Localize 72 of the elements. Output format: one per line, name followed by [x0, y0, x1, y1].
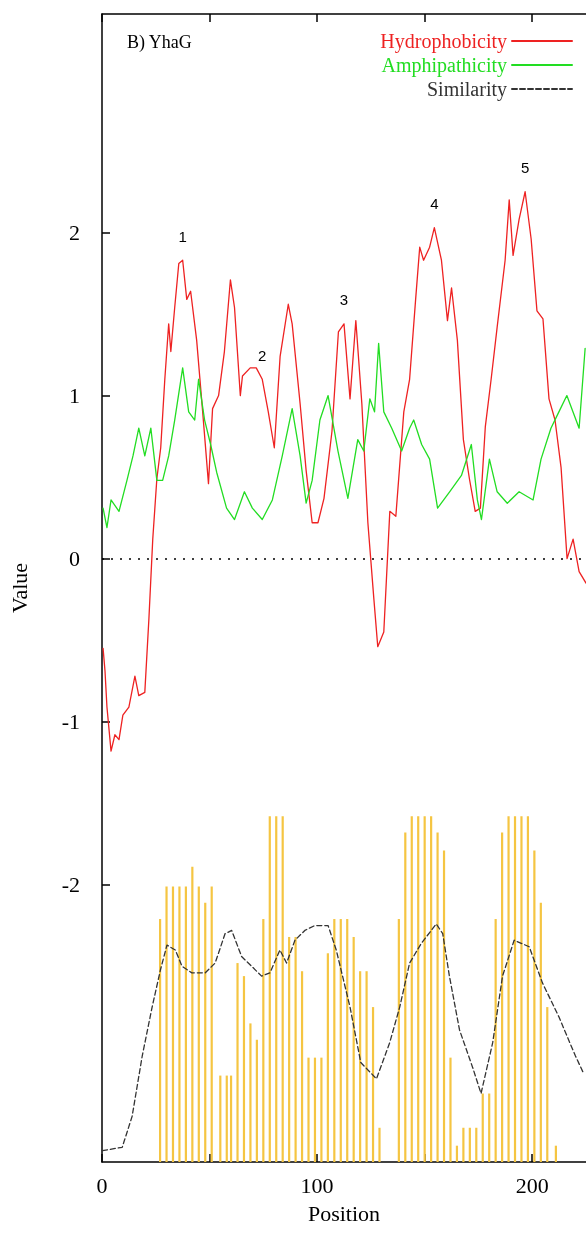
bar — [539, 902, 542, 1162]
bar — [430, 816, 433, 1162]
bar — [210, 886, 213, 1162]
annotation: 5 — [520, 159, 530, 177]
line-series — [102, 342, 586, 529]
bar — [275, 816, 278, 1162]
bar — [236, 963, 239, 1162]
bar — [184, 886, 187, 1162]
bar — [294, 936, 297, 1162]
bar — [171, 886, 175, 1162]
bar — [475, 1127, 478, 1162]
bar — [281, 816, 284, 1162]
x-tick-label: 100 — [300, 1172, 334, 1198]
bar — [225, 1075, 228, 1162]
y-tick-label: 1 — [69, 383, 80, 409]
x-axis-title: Position — [307, 1200, 381, 1226]
bar — [242, 976, 246, 1162]
bar — [307, 1057, 310, 1162]
bar — [468, 1127, 471, 1162]
bar — [423, 816, 426, 1162]
bar — [346, 919, 349, 1162]
annotation: 1 — [178, 227, 187, 245]
y-tick-label: 0 — [69, 546, 80, 572]
bar — [320, 1057, 323, 1162]
bar — [219, 1075, 222, 1162]
line-series — [102, 191, 586, 752]
bar — [410, 816, 413, 1162]
bar — [488, 1093, 491, 1162]
annotation: 2 — [258, 346, 267, 364]
bar — [481, 1093, 484, 1162]
bar — [533, 850, 536, 1162]
bar — [546, 1007, 549, 1162]
y-tick-label: -1 — [61, 709, 80, 735]
bar — [249, 1023, 252, 1162]
legend-label: Hydrophobicity — [380, 30, 507, 53]
bar — [268, 816, 271, 1162]
y-tick-label: 2 — [69, 220, 80, 246]
bar — [371, 1007, 375, 1162]
bar — [197, 886, 200, 1162]
bar — [262, 919, 265, 1162]
bar — [255, 1039, 258, 1162]
bar — [229, 1075, 233, 1162]
text: B) YhaG — [127, 32, 192, 53]
bar — [178, 886, 181, 1162]
y-tick-label: -2 — [61, 872, 80, 898]
bar — [378, 1127, 381, 1162]
bar — [165, 886, 168, 1162]
bar — [326, 953, 329, 1162]
bar — [313, 1057, 317, 1162]
bar — [436, 832, 439, 1162]
bar — [300, 971, 304, 1162]
bar — [204, 902, 207, 1162]
bar — [462, 1127, 465, 1162]
annotation: 3 — [339, 291, 349, 309]
legend-label: Similarity — [427, 78, 507, 101]
bar — [365, 971, 368, 1162]
bar — [191, 866, 194, 1162]
bar — [288, 936, 291, 1162]
bar — [507, 816, 510, 1162]
y-axis-title: Value — [6, 562, 32, 614]
x-tick-label: 200 — [515, 1172, 549, 1198]
bar — [526, 816, 530, 1162]
x-tick-label: 0 — [96, 1172, 108, 1198]
bar — [333, 919, 336, 1162]
bar — [520, 816, 523, 1162]
bar — [404, 832, 407, 1162]
annotation: 4 — [430, 195, 439, 213]
line-series — [101, 923, 585, 1152]
bar — [449, 1057, 452, 1162]
bar — [513, 816, 517, 1162]
legend-label: Amphipathicity — [381, 54, 507, 77]
bar — [417, 816, 420, 1162]
